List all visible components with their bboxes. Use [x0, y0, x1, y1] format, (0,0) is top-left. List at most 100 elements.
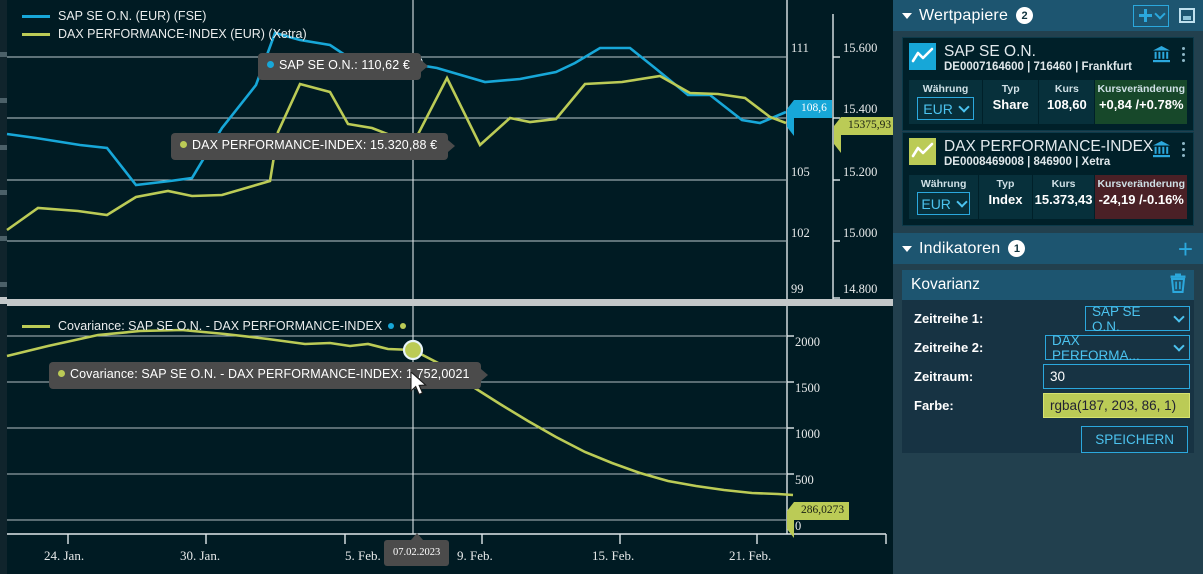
- indicator-card-kovarianz: Kovarianz Zeitreihe 1:: [902, 270, 1194, 453]
- currency-label-dax: Währung: [920, 178, 967, 190]
- security-names-sap: SAP SE O.N. DE0007164600 | 716460 | Fran…: [944, 43, 1152, 75]
- chevron-down-icon-currency-sap: [958, 100, 970, 113]
- security-card-sap[interactable]: SAP SE O.N. DE0007164600 | 716460 | Fran…: [902, 37, 1194, 131]
- chevron-down-icon-series1: [1173, 310, 1185, 323]
- label-zeitreihe-1: Zeitreihe 1:: [914, 311, 984, 326]
- xtick-4: 15. Feb.: [592, 548, 635, 563]
- ytick-cov-1: 1500: [795, 381, 820, 395]
- indicators-list: Kovarianz Zeitreihe 1:: [893, 264, 1203, 453]
- currency-value-dax: EUR: [921, 195, 951, 212]
- type-value-dax: Index: [988, 192, 1023, 207]
- form-row-farbe: Farbe: rgba(187, 203, 86, 1): [904, 393, 1190, 418]
- select-zeitreihe-1[interactable]: SAP SE O.N.: [1085, 304, 1190, 334]
- price-chart-legend: SAP SE O.N. (EUR) (FSE) DAX PERFORMANCE-…: [22, 7, 307, 43]
- add-indicator-button[interactable]: +: [1177, 233, 1193, 264]
- tooltip-text-sap: SAP SE O.N.: 110,62 €: [279, 58, 410, 72]
- legend-label-dax: DAX PERFORMANCE-INDEX (EUR) (Xetra): [58, 27, 307, 41]
- security-card-dax[interactable]: DAX PERFORMANCE-INDEX DE0008469008 | 846…: [902, 132, 1194, 226]
- type-stat-sap: Typ Share: [983, 80, 1039, 124]
- securities-section-header[interactable]: Wertpapiere 2: [893, 0, 1203, 31]
- current-value-flag-covariance: 286,0273: [786, 502, 850, 537]
- input-farbe[interactable]: rgba(187, 203, 86, 1): [1043, 393, 1190, 418]
- security-sub-sap: DE0007164600 | 716460 | Frankfurt: [944, 61, 1132, 73]
- xtick-3: 9. Feb.: [457, 548, 493, 563]
- change-stat-sap: Kursveränderung +0,84 /+0.78%: [1095, 80, 1187, 124]
- save-indicator-button[interactable]: SPEICHERN: [1081, 426, 1188, 453]
- value-zeitraum: 30: [1050, 369, 1066, 384]
- tooltip-text-dax: DAX PERFORMANCE-INDEX: 15.320,88 €: [192, 138, 438, 152]
- price-value-sap: 108,60: [1046, 97, 1087, 112]
- add-security-button[interactable]: [1133, 4, 1169, 27]
- currency-label-sap: Währung: [922, 83, 969, 95]
- securities-list: SAP SE O.N. DE0007164600 | 716460 | Fran…: [893, 31, 1203, 226]
- change-value-dax: -24,19 /-0.16%: [1098, 192, 1184, 207]
- indicator-title: Kovarianz: [911, 276, 980, 293]
- indicators-count-badge: 1: [1008, 240, 1026, 257]
- xtick-1: 30. Jan.: [180, 548, 221, 563]
- tooltip-dot-dax: [180, 141, 187, 148]
- ytick-sap-4: 99: [791, 282, 804, 296]
- current-price-flag-sap: 108,6: [787, 100, 832, 135]
- ytick-dax-2: 15.200: [843, 165, 878, 179]
- indicators-section-header[interactable]: Indikatoren 1 +: [893, 233, 1203, 264]
- ytick-cov-4: 0: [795, 519, 802, 533]
- covariance-chart-svg[interactable]: [0, 306, 893, 574]
- tooltip-covariance: Covariance: SAP SE O.N. - DAX PERFORMANC…: [49, 362, 488, 389]
- security-name-sap: SAP SE O.N.: [944, 43, 1036, 60]
- currency-stat-sap: Währung EUR: [909, 80, 983, 124]
- price-label-dax: Kurs: [1051, 178, 1076, 190]
- indicator-card-header[interactable]: Kovarianz: [902, 270, 1194, 300]
- tooltip-dot-covariance: [58, 370, 65, 377]
- change-stat-dax: Kursveränderung -24,19 /-0.16%: [1095, 175, 1187, 219]
- security-names-dax: DAX PERFORMANCE-INDEX DE0008469008 | 846…: [944, 138, 1153, 170]
- currency-select-dax[interactable]: EUR: [917, 192, 971, 215]
- currency-select-sap[interactable]: EUR: [917, 97, 975, 120]
- legend-swatch-covariance: [22, 324, 50, 328]
- cursor-date-badge: 07.02.2023: [384, 533, 450, 566]
- ytick-cov-2: 1000: [795, 427, 820, 441]
- minimize-icon[interactable]: [1179, 8, 1195, 23]
- chevron-down-icon-add: [1154, 8, 1166, 20]
- plus-icon: [1138, 8, 1153, 23]
- price-value-dax: 15.373,43: [1034, 192, 1093, 207]
- more-options-icon-sap[interactable]: [1180, 47, 1187, 62]
- form-row-zeitraum: Zeitraum: 30: [904, 364, 1190, 389]
- delete-indicator-icon[interactable]: [1169, 273, 1187, 298]
- security-card-header-sap: SAP SE O.N. DE0007164600 | 716460 | Fran…: [909, 43, 1187, 75]
- more-options-icon-dax[interactable]: [1180, 142, 1187, 157]
- legend-dot-sap: [388, 323, 395, 329]
- panel-separator[interactable]: [7, 299, 893, 306]
- price-stat-sap: Kurs 108,60: [1039, 80, 1095, 124]
- xtick-0: 24. Jan.: [44, 548, 85, 563]
- security-trend-icon-sap: [909, 43, 936, 70]
- chevron-down-icon-indicators[interactable]: [902, 245, 912, 252]
- change-label-dax: Kursveränderung: [1097, 178, 1185, 190]
- change-value-sap: +0,84 /+0.78%: [1098, 97, 1184, 112]
- legend-item-dax[interactable]: DAX PERFORMANCE-INDEX (EUR) (Xetra): [22, 25, 307, 43]
- chevron-down-icon[interactable]: [902, 12, 912, 19]
- label-zeitraum: Zeitraum:: [914, 369, 974, 384]
- tooltip-sap: SAP SE O.N.: 110,62 €: [258, 53, 428, 80]
- form-row-series2: Zeitreihe 2: DAX PERFORMA...: [904, 332, 1190, 363]
- legend-label-covariance: Covariance: SAP SE O.N. - DAX PERFORMANC…: [58, 319, 383, 333]
- tooltip-dot-sap: [267, 61, 274, 68]
- ytick-dax-0: 15.600: [843, 41, 878, 55]
- left-axis-rail[interactable]: [0, 0, 7, 574]
- ytick-dax-1: 15.400: [843, 102, 878, 116]
- select-zeitreihe-2[interactable]: DAX PERFORMA...: [1045, 332, 1190, 363]
- ytick-cov-3: 500: [795, 473, 814, 487]
- chevron-down-icon-series2: [1173, 339, 1185, 352]
- price-label-sap: Kurs: [1054, 83, 1079, 95]
- value-zeitreihe-2: DAX PERFORMA...: [1052, 332, 1140, 363]
- input-zeitraum[interactable]: 30: [1043, 364, 1190, 389]
- bank-icon-dax[interactable]: [1152, 140, 1171, 163]
- change-label-sap: Kursveränderung: [1097, 83, 1185, 95]
- ytick-sap-0: 111: [791, 41, 809, 55]
- tooltip-text-covariance: Covariance: SAP SE O.N. - DAX PERFORMANC…: [70, 367, 470, 381]
- security-stats-dax: Währung EUR Typ Index Kurs 15.373,43: [909, 175, 1187, 219]
- legend-item-sap[interactable]: SAP SE O.N. (EUR) (FSE): [22, 7, 307, 25]
- legend-item-covariance[interactable]: Covariance: SAP SE O.N. - DAX PERFORMANC…: [22, 317, 407, 335]
- tooltip-dax: DAX PERFORMANCE-INDEX: 15.320,88 €: [171, 133, 456, 160]
- bank-icon-sap[interactable]: [1152, 45, 1171, 68]
